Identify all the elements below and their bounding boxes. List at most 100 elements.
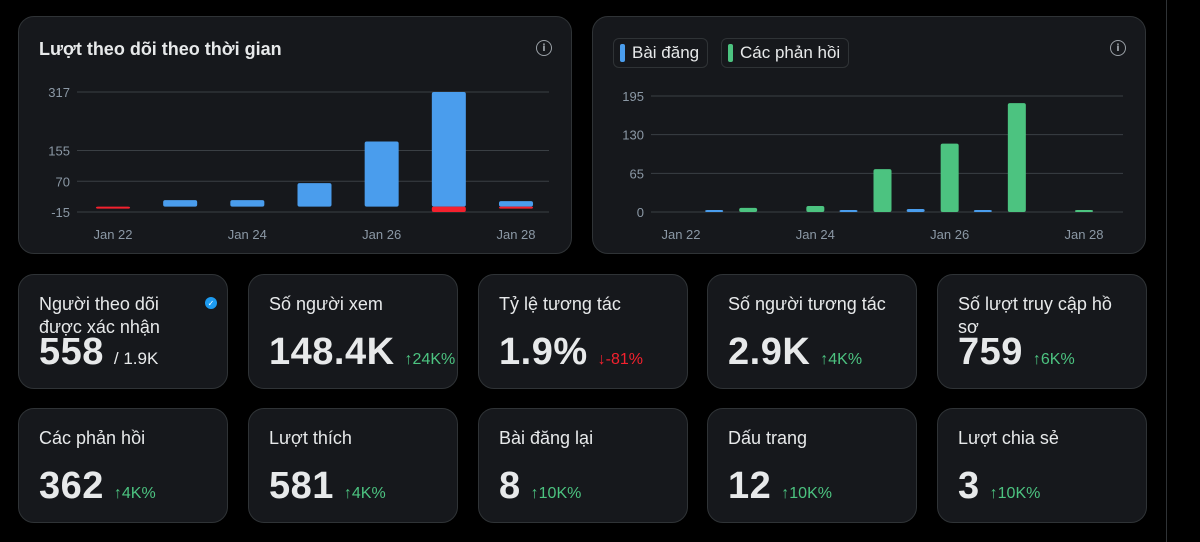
stat-label: Số lượt truy cập hồ sơ (958, 294, 1112, 337)
stat-delta: ↑6K% (1033, 351, 1075, 369)
y-tick-label: 65 (630, 166, 644, 181)
stat-value: 3 (958, 465, 980, 507)
legend-label-posts: Bài đăng (632, 43, 700, 62)
bar[interactable] (297, 183, 332, 207)
stat-delta: ↓-81% (598, 351, 643, 369)
stat-card[interactable]: Lượt chia sẻ 3 ↑10K% (937, 408, 1147, 523)
stat-value-row: 148.4K ↑24K% (269, 331, 455, 374)
bar[interactable] (1075, 210, 1093, 212)
stat-card[interactable]: Người theo dõi được xác nhận ✓ 558 / 1.9K (18, 274, 228, 389)
bar[interactable] (499, 201, 533, 207)
activity-chart-card: Bài đăng Các phản hồi i 195 130 65 0 Jan 22 J… (592, 16, 1146, 254)
followers-chart-card: Lượt theo dõi theo thời gian i 317 155 70 -… (18, 16, 572, 254)
stat-card[interactable]: Các phản hồi 362 ↑4K% (18, 408, 228, 523)
bar[interactable] (96, 206, 130, 209)
stat-label: Số người tương tác (728, 294, 886, 314)
bar[interactable] (873, 169, 892, 212)
followers-chart: 317 155 70 -15 Jan 22 Jan 24 Jan 26 Jan 28 (48, 85, 549, 242)
bar[interactable] (839, 210, 858, 212)
stat-delta-value: -81% (605, 351, 643, 368)
stat-delta-value: 4K% (121, 485, 156, 502)
stat-value-row: 581 ↑4K% (269, 465, 386, 508)
stat-value: 1.9% (499, 331, 588, 373)
stat-delta-value: 4K% (828, 351, 863, 368)
y-tick-label: -15 (51, 205, 70, 220)
y-tick-label: 70 (56, 174, 70, 189)
bar[interactable] (431, 92, 466, 207)
legend-label-replies: Các phản hồi (740, 43, 841, 62)
stat-card[interactable]: Số người tương tác 2.9K ↑4K% (707, 274, 917, 389)
stat-value-row: 1.9% ↓-81% (499, 331, 643, 374)
verified-check-icon: ✓ (205, 297, 217, 309)
y-tick-label: 0 (637, 205, 644, 220)
arrow-up-icon: ↑ (343, 485, 352, 502)
x-tick-label: Jan 26 (930, 227, 969, 242)
stat-value: 148.4K (269, 331, 395, 373)
arrow-up-icon: ↑ (989, 485, 998, 502)
stat-delta: ↑4K% (820, 351, 862, 369)
y-tick-label: 317 (48, 85, 70, 100)
stat-card[interactable]: Số lượt truy cập hồ sơ 759 ↑6K% (937, 274, 1147, 389)
arrow-up-icon: ↑ (113, 485, 122, 502)
bar[interactable] (906, 209, 925, 212)
stat-delta-value: 24K% (412, 351, 456, 368)
bar[interactable] (973, 210, 992, 212)
stat-value: 581 (269, 465, 334, 507)
arrow-down-icon: ↓ (597, 351, 606, 368)
stat-delta: ↑4K% (114, 485, 156, 503)
bar[interactable] (499, 206, 533, 209)
bar[interactable] (806, 206, 825, 212)
legend-posts[interactable]: Bài đăng (613, 38, 709, 68)
x-tick-label: Jan 24 (796, 227, 835, 242)
arrow-up-icon: ↑ (781, 485, 790, 502)
legend-replies[interactable]: Các phản hồi (721, 38, 850, 68)
info-icon[interactable]: i (1110, 40, 1126, 56)
arrow-up-icon: ↑ (530, 485, 539, 502)
y-tick-label: 155 (48, 144, 70, 159)
stat-delta-value: 10K% (538, 485, 582, 502)
stat-value-row: 558 / 1.9K (39, 331, 158, 374)
stat-card[interactable]: Bài đăng lại 8 ↑10K% (478, 408, 688, 523)
info-icon[interactable]: i (536, 40, 552, 56)
bar[interactable] (163, 200, 198, 207)
x-tick-label: Jan 22 (661, 227, 700, 242)
bar[interactable] (705, 210, 724, 212)
x-tick-label: Jan 28 (496, 227, 535, 242)
bar[interactable] (1007, 103, 1026, 212)
bar[interactable] (364, 141, 399, 207)
bar[interactable] (940, 143, 959, 212)
stat-value-row: 2.9K ↑4K% (728, 331, 862, 374)
stat-delta-value: 4K% (351, 485, 386, 502)
bar[interactable] (230, 200, 265, 207)
bar[interactable] (739, 207, 758, 212)
stat-card[interactable]: Lượt thích 581 ↑4K% (248, 408, 458, 523)
stat-value: 362 (39, 465, 104, 507)
stat-card[interactable]: Tỷ lệ tương tác 1.9% ↓-81% (478, 274, 688, 389)
stat-label: Số người xem (269, 294, 383, 314)
activity-chart: 195 130 65 0 Jan 22 Jan 24 Jan 26 Jan 28 (622, 89, 1123, 242)
stat-delta: ↑10K% (781, 485, 832, 503)
stat-delta-value: 6K% (1040, 351, 1075, 368)
stat-label: Người theo dõi được xác nhận (39, 294, 160, 337)
stat-value-row: 12 ↑10K% (728, 465, 832, 508)
stat-value-row: 8 ↑10K% (499, 465, 581, 508)
bar[interactable] (431, 206, 466, 212)
stat-card[interactable]: Dấu trang 12 ↑10K% (707, 408, 917, 523)
y-tick-label: 130 (622, 128, 644, 143)
divider (1166, 0, 1167, 542)
stat-delta-value: 10K% (997, 485, 1041, 502)
stat-value: 759 (958, 331, 1023, 373)
arrow-up-icon: ↑ (404, 351, 413, 368)
x-tick-label: Jan 24 (228, 227, 267, 242)
y-tick-label: 195 (622, 89, 644, 104)
stat-card[interactable]: Số người xem 148.4K ↑24K% (248, 274, 458, 389)
stat-label: Tỷ lệ tương tác (499, 294, 621, 314)
legend-swatch-posts (620, 44, 625, 62)
x-tick-label: Jan 28 (1064, 227, 1103, 242)
legend-swatch-replies (728, 44, 733, 62)
stat-value: 12 (728, 465, 772, 507)
stat-label: Lượt chia sẻ (958, 428, 1059, 448)
chart-title: Lượt theo dõi theo thời gian (39, 39, 282, 59)
stat-value: 8 (499, 465, 521, 507)
